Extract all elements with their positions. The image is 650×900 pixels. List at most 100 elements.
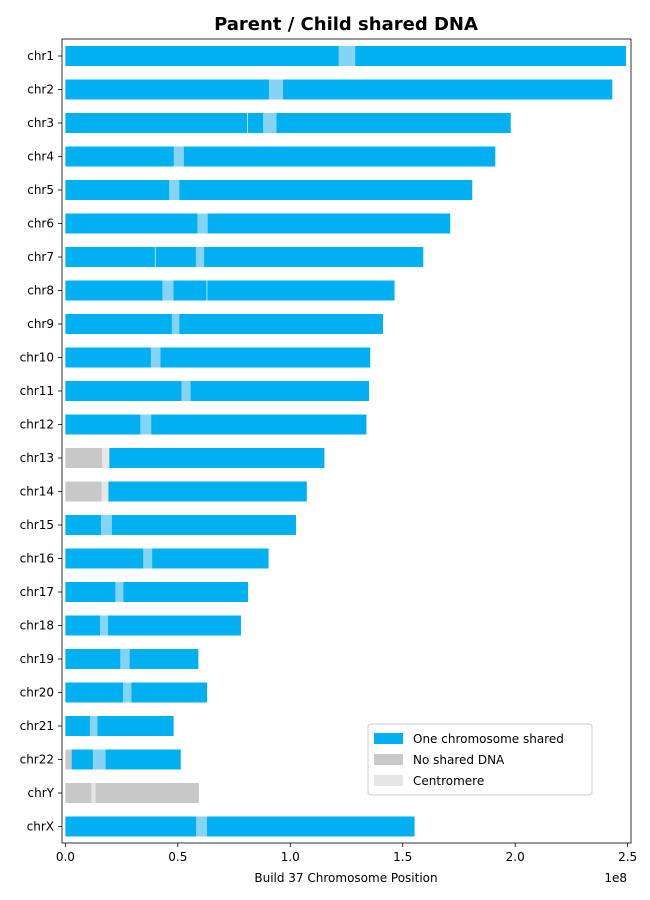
chromosome-chr6: [65, 213, 451, 234]
centromere-chr9: [171, 314, 180, 334]
chromosome-chr17: [65, 582, 248, 602]
chromosome-chrX: [65, 816, 415, 837]
x-axis: 0.0 0.5 1.0 1.5 2.0 2.5: [56, 843, 637, 864]
x-axis-label: Build 37 Chromosome Position: [254, 871, 437, 885]
y-tick-label-chr6: chr6: [27, 217, 54, 231]
plot-frame: [61, 38, 632, 844]
centromere-chr19: [120, 649, 130, 669]
segment-chr18-0: [65, 615, 241, 636]
x-tick-label-2: 1.0: [281, 850, 300, 864]
legend: One chromosome shared No shared DNA Centro…: [367, 723, 593, 796]
y-tick-label-chr2: chr2: [27, 83, 54, 97]
x-tick-label-3: 1.5: [393, 850, 412, 864]
segment-chr17-0: [65, 582, 248, 602]
centromere-chrY: [91, 783, 96, 803]
centromere-chr10: [150, 347, 161, 368]
chromosome-chr22: [65, 749, 181, 770]
legend-swatch-centromere: [374, 775, 403, 786]
chromosome-chr16: [65, 548, 269, 569]
centromere-chr8: [162, 280, 174, 301]
y-tick-label-chr16: chr16: [20, 552, 54, 566]
chromosome-chr21: [65, 716, 174, 736]
segment-chr15-0: [65, 515, 296, 535]
segment-chr22-0: [65, 749, 72, 770]
chromosome-chr12: [65, 414, 367, 435]
chromosome-chr8: [65, 280, 395, 301]
y-tick-label-chr18: chr18: [20, 619, 54, 633]
centromere-chr13: [102, 448, 110, 468]
y-tick-label-chr3: chr3: [27, 116, 54, 130]
centromere-chr17: [115, 582, 124, 602]
legend-label-none: No shared DNA: [413, 753, 505, 767]
segment-chrX-0: [65, 816, 415, 837]
segment-chr4-0: [65, 146, 496, 167]
segment-chr8-0: [65, 280, 207, 301]
y-tick-label-chr7: chr7: [27, 250, 54, 264]
y-tick-label-chr12: chr12: [20, 418, 54, 432]
legend-swatch-none: [374, 754, 403, 765]
segment-chr6-0: [65, 213, 451, 234]
centromere-chr4: [173, 146, 184, 167]
chart-title: Parent / Child shared DNA: [214, 14, 478, 35]
segment-chr3-0: [65, 113, 248, 133]
chromosome-chr20: [65, 682, 208, 703]
y-tick-label-chr14: chr14: [20, 485, 54, 499]
centromere-chr7: [195, 247, 205, 267]
chromosome-chr19: [65, 649, 199, 669]
segment-chr8-1: [207, 280, 395, 301]
centromere-chr5: [169, 180, 180, 200]
chromosome-chr1: [65, 46, 626, 66]
centromere-chr22: [92, 749, 106, 770]
chromosome-chr18: [65, 615, 241, 636]
x-tick-label-4: 2.0: [506, 850, 525, 864]
chromosome-bars: [65, 46, 626, 837]
chromosome-chr10: [65, 347, 371, 368]
centromere-chr6: [197, 213, 208, 234]
segment-chr12-0: [65, 414, 367, 435]
x-scale-label: 1e8: [604, 871, 627, 885]
centromere-chr2: [268, 79, 284, 100]
y-tick-label-chr22: chr22: [20, 753, 54, 767]
segment-chrY-0: [65, 783, 199, 803]
x-tick-label-0: 0.0: [56, 850, 75, 864]
segment-chr13-0: [65, 448, 110, 468]
segment-chr14-0: [65, 481, 109, 502]
centromere-chr15: [100, 515, 112, 535]
chromosome-chr11: [65, 381, 370, 401]
legend-swatch-one: [374, 733, 403, 744]
centromere-chrX: [196, 816, 208, 837]
segment-chr21-0: [65, 716, 174, 736]
y-tick-label-chr20: chr20: [20, 686, 54, 700]
chromosome-chr9: [65, 314, 383, 334]
y-tick-label-chrX: chrX: [27, 820, 54, 834]
chromosome-chrY: [65, 783, 199, 803]
chromosome-chr14: [65, 481, 307, 502]
centromere-chr11: [181, 381, 191, 401]
y-axis: chr1 chr2 chr3 chr4 chr5 chr6 chr7 chr8 chr9 chr1…: [20, 49, 62, 834]
chromosome-chr4: [65, 146, 496, 167]
legend-label-centromere: Centromere: [413, 774, 484, 788]
y-tick-label-chr15: chr15: [20, 518, 54, 532]
y-tick-label-chr8: chr8: [27, 284, 54, 298]
segment-chr2-0: [65, 79, 613, 100]
centromere-chr18: [100, 615, 109, 636]
segment-chr20-0: [65, 682, 208, 703]
chromosome-chr5: [65, 180, 473, 200]
segment-chr19-0: [65, 649, 199, 669]
centromere-chr21: [89, 716, 98, 736]
centromere-chr14: [101, 481, 109, 502]
x-tick-label-1: 0.5: [168, 850, 187, 864]
segment-chr16-0: [65, 548, 269, 569]
x-tick-label-5: 2.5: [618, 850, 637, 864]
y-tick-label-chr11: chr11: [20, 384, 54, 398]
y-tick-label-chr4: chr4: [27, 150, 54, 164]
y-tick-label-chr10: chr10: [20, 351, 54, 365]
centromere-chr20: [122, 682, 132, 703]
segment-chr11-0: [65, 381, 370, 401]
segment-chr14-1: [108, 481, 307, 502]
segment-chr10-0: [65, 347, 371, 368]
y-tick-label-chrY: chrY: [28, 786, 55, 800]
segment-chr7-1: [155, 247, 424, 267]
y-tick-label-chr5: chr5: [27, 183, 54, 197]
